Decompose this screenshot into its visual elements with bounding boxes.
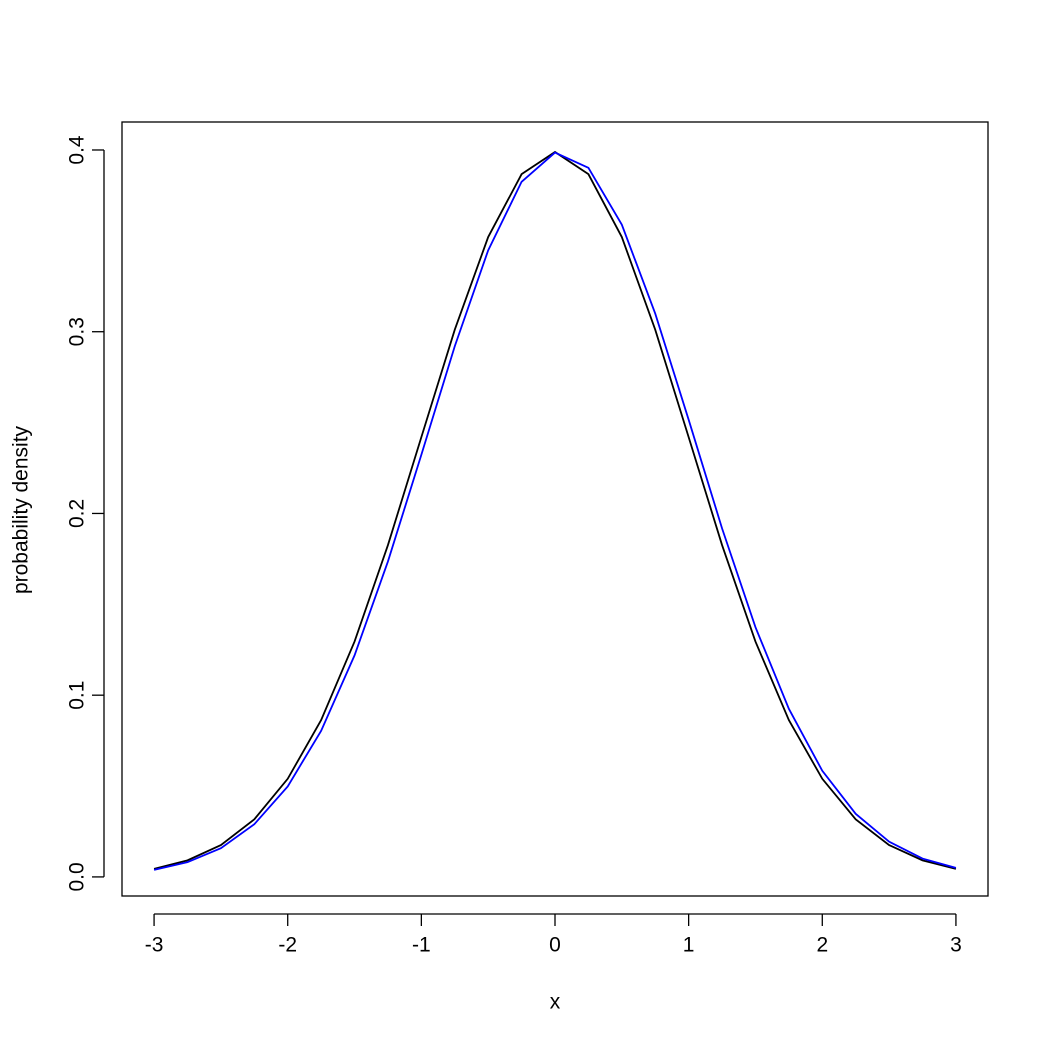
x-tick-label: -3 [145, 934, 164, 957]
x-tick-label: 1 [683, 934, 695, 957]
plot-frame [121, 121, 989, 897]
density-line [153, 151, 957, 871]
y-tick-label: 0.1 [66, 681, 89, 710]
x-tick-label: 2 [816, 934, 828, 957]
x-tick-label: -2 [278, 934, 297, 957]
x-tick-label: 0 [549, 934, 561, 957]
x-axis-label: x [550, 991, 561, 1014]
y-tick-label: 0.0 [66, 862, 89, 891]
y-tick-label: 0.3 [66, 317, 89, 346]
y-tick-label: 0.4 [66, 135, 89, 165]
density-line [153, 150, 957, 870]
x-tick-label: -1 [412, 934, 431, 957]
x-tick-label: 3 [950, 934, 962, 957]
y-axis-label: probability density [10, 425, 33, 594]
y-tick-label: 0.2 [66, 499, 89, 528]
